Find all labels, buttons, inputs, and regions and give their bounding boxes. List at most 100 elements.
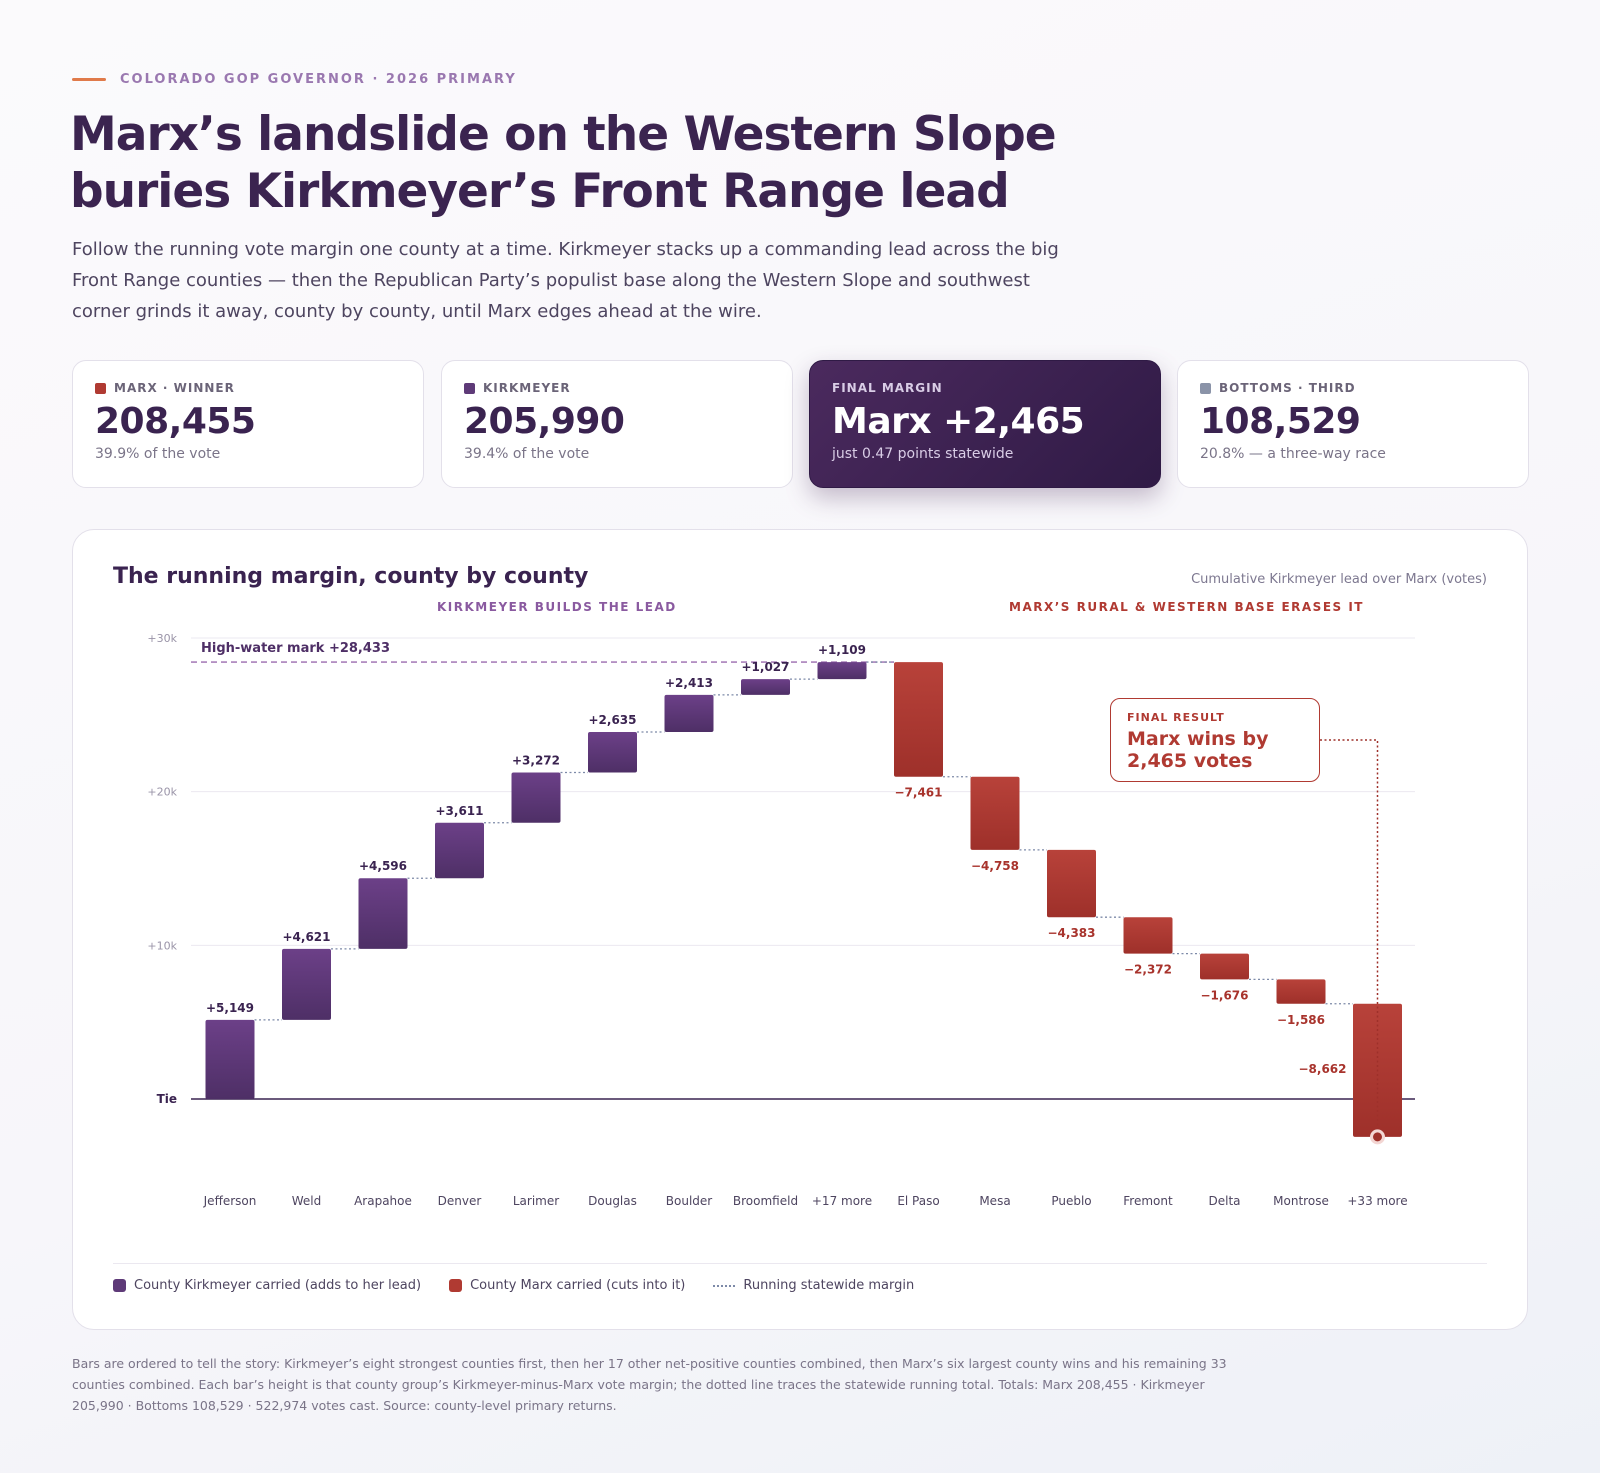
x-category-label: Broomfield — [733, 1194, 798, 1208]
stat-sub: 20.8% — a three-way race — [1200, 446, 1386, 462]
chart-axis-note: Cumulative Kirkmeyer lead over Marx (vot… — [1191, 572, 1487, 587]
x-category-label: Weld — [292, 1194, 322, 1208]
x-category-label: Douglas — [588, 1194, 637, 1208]
bar-value-label: +3,272 — [512, 753, 560, 767]
stat-value: Marx +2,465 — [832, 401, 1085, 442]
chart-card: The running margin, county by county Cum… — [72, 529, 1528, 1330]
phase-label-marx: MARX’S RURAL & WESTERN BASE ERASES IT — [1009, 600, 1364, 614]
x-category-label: El Paso — [897, 1194, 939, 1208]
bar-larimer — [511, 772, 561, 823]
y-tick-label: Tie — [157, 1092, 177, 1106]
stat-label: KIRKMEYER — [483, 381, 571, 395]
bar-value-label: −1,586 — [1277, 1013, 1325, 1027]
callout-value: Marx wins by 2,465 votes — [1127, 728, 1303, 772]
callout-line-1: Marx wins by — [1127, 728, 1269, 750]
bar-pueblo — [1047, 849, 1096, 918]
bar-broomfield — [741, 679, 790, 695]
eyebrow-text: COLORADO GOP GOVERNOR · 2026 PRIMARY — [120, 72, 517, 87]
headline: Marx’s landslide on the Western Slope bu… — [70, 106, 1070, 220]
stat-card-final-margin: FINAL MARGIN Marx +2,465 just 0.47 point… — [809, 360, 1161, 488]
waterfall-chart: Tie +10k +20k +30k High-water mark +28,433 +… — [147, 632, 1415, 1208]
bar-montrose — [1276, 979, 1326, 1004]
headline-line-2: buries Kirkmeyer’s Front Range lead — [70, 164, 1010, 219]
y-tick-label: +30k — [147, 632, 177, 645]
bar-el-paso — [894, 662, 943, 777]
x-category-label: Montrose — [1273, 1194, 1329, 1208]
legend-label: Running statewide margin — [743, 1278, 915, 1293]
bar-boulder — [664, 694, 714, 732]
bar-jefferson — [205, 1019, 255, 1099]
kirkmeyer-swatch — [464, 382, 475, 394]
x-category-label: Boulder — [666, 1194, 713, 1208]
bar-value-label: −2,372 — [1124, 963, 1172, 977]
x-category-label: Denver — [438, 1194, 482, 1208]
legend-label: County Marx carried (cuts into it) — [470, 1278, 686, 1293]
bar-value-label: −4,758 — [971, 859, 1019, 873]
headline-line-1: Marx’s landslide on the Western Slope — [70, 107, 1057, 162]
stat-value: 205,990 — [464, 401, 625, 442]
high-water-label: High-water mark +28,433 — [201, 641, 390, 656]
callout-leader-line — [1320, 739, 1379, 1129]
stat-label: MARX · WINNER — [114, 381, 235, 395]
dek: Follow the running vote margin one count… — [72, 239, 1059, 322]
callout-line-2: 2,465 votes — [1127, 750, 1253, 772]
bar-value-label: +2,413 — [665, 676, 713, 690]
stat-label: BOTTOMS · THIRD — [1219, 381, 1356, 395]
stat-card-bottoms: BOTTOMS · THIRD 108,529 20.8% — a three-… — [1177, 360, 1529, 488]
final-result-dot — [1370, 1129, 1385, 1145]
x-category-label: Arapahoe — [354, 1194, 412, 1208]
stat-card-marx: MARX · WINNER 208,455 39.9% of the vote — [72, 360, 424, 488]
stat-sub: 39.4% of the vote — [464, 446, 590, 462]
bar-value-label: −1,676 — [1200, 988, 1248, 1002]
stat-value: 208,455 — [95, 401, 256, 442]
bar-value-label: −7,461 — [894, 786, 942, 800]
x-category-label: +33 more — [1347, 1194, 1407, 1208]
phase-label-kirkmeyer: KIRKMEYER BUILDS THE LEAD — [437, 600, 677, 614]
x-category-label: Fremont — [1123, 1194, 1173, 1208]
callout-label: FINAL RESULT — [1127, 711, 1225, 724]
bar-mesa — [970, 776, 1020, 850]
bar-value-label: +2,635 — [588, 713, 636, 727]
bar--17-more — [817, 662, 867, 680]
legend-item-marx: County Marx carried (cuts into it) — [449, 1278, 685, 1293]
y-tick-label: +20k — [147, 786, 177, 799]
legend-item-running: Running statewide margin — [713, 1278, 914, 1293]
x-category-label: Pueblo — [1051, 1194, 1091, 1208]
stat-sub: 39.9% of the vote — [95, 446, 221, 462]
x-category-label: Delta — [1208, 1194, 1240, 1208]
stat-card-kirkmeyer: KIRKMEYER 205,990 39.4% of the vote — [441, 360, 793, 488]
x-category-label: Larimer — [513, 1194, 559, 1208]
bar-arapahoe — [358, 878, 408, 949]
footnote: Bars are ordered to tell the story: Kirk… — [72, 1356, 1227, 1413]
chart-legend: County Kirkmeyer carried (adds to her le… — [113, 1278, 914, 1293]
marx-swatch — [95, 382, 106, 394]
bar-value-label: +5,149 — [206, 1001, 254, 1015]
stat-value: 108,529 — [1200, 401, 1361, 442]
y-tick-label: +10k — [147, 939, 177, 952]
bar-value-label: +4,621 — [282, 930, 330, 944]
stat-sub: just 0.47 points statewide — [832, 446, 1014, 462]
x-category-label: +17 more — [812, 1194, 872, 1208]
final-result-callout: FINAL RESULT Marx wins by 2,465 votes — [1110, 698, 1320, 782]
legend-label: County Kirkmeyer carried (adds to her le… — [134, 1278, 422, 1293]
bar-value-label: −8,662 — [1298, 1062, 1346, 1076]
bar-douglas — [588, 731, 637, 773]
bar-value-label: +3,611 — [435, 804, 483, 818]
legend-divider — [113, 1263, 1487, 1264]
legend-dotted-line — [713, 1284, 736, 1287]
chart-title: The running margin, county by county — [113, 564, 589, 589]
bar-weld — [282, 948, 331, 1020]
eyebrow: COLORADO GOP GOVERNOR · 2026 PRIMARY — [72, 72, 517, 87]
x-category-label: Mesa — [979, 1194, 1010, 1208]
eyebrow-accent-line — [72, 78, 106, 81]
legend-item-kirkmeyer: County Kirkmeyer carried (adds to her le… — [113, 1278, 421, 1293]
bar-denver — [435, 822, 484, 879]
bar-fremont — [1123, 917, 1173, 954]
bar-value-label: −4,383 — [1047, 926, 1095, 940]
stat-label: FINAL MARGIN — [832, 381, 943, 395]
legend-swatch-marx — [449, 1279, 463, 1292]
legend-swatch-kirkmeyer — [113, 1279, 126, 1292]
bar-value-label: +1,027 — [741, 660, 789, 674]
bar-value-label: +1,109 — [818, 643, 866, 657]
bar-value-label: +4,596 — [359, 859, 407, 873]
